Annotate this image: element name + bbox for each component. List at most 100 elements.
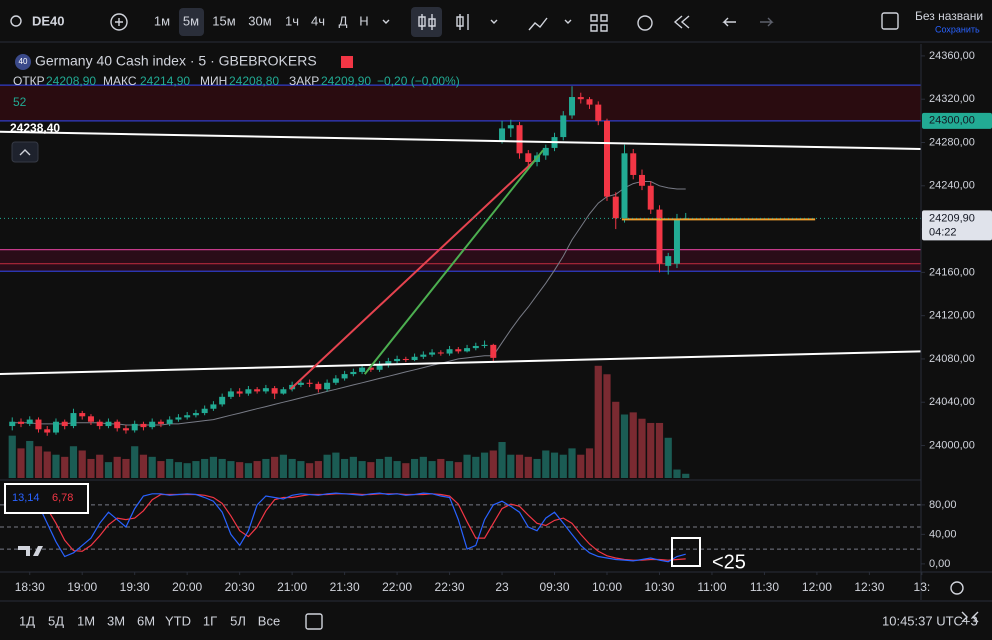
y-tick-label: 24320,00	[929, 93, 975, 105]
candle-body	[114, 421, 121, 429]
add-symbol-icon[interactable]	[110, 13, 128, 31]
candle-body	[604, 120, 611, 197]
candle-body	[673, 219, 680, 264]
candle-body	[612, 196, 619, 219]
candle-body	[35, 419, 42, 430]
settings-icon[interactable]	[950, 581, 964, 595]
zone	[0, 85, 921, 121]
volume-bar	[550, 452, 559, 478]
range-button[interactable]: 5Л	[230, 613, 246, 628]
volume-bar	[480, 452, 489, 478]
tv-logo[interactable]	[18, 546, 43, 556]
osc-d-value: 6,78	[52, 492, 73, 504]
volume-bar	[253, 461, 261, 478]
layout-checkbox[interactable]	[881, 12, 899, 30]
candle-body	[341, 374, 348, 379]
candle-body	[437, 352, 444, 354]
layout-icon[interactable]	[590, 14, 608, 32]
redo-icon[interactable]	[760, 17, 774, 27]
volume-bar	[139, 454, 148, 478]
candle-body	[394, 358, 401, 362]
volume-bar	[498, 442, 506, 478]
interval[interactable]: 30м	[248, 13, 271, 28]
candle-body	[17, 421, 24, 424]
range-button[interactable]: 1М	[77, 613, 95, 628]
interval[interactable]: 4ч	[311, 13, 325, 28]
range-button[interactable]: 3М	[107, 613, 125, 628]
volume-bar	[279, 454, 287, 478]
volume-bar	[682, 473, 690, 478]
layout-name[interactable]: Без названи	[915, 9, 983, 23]
collapse-button[interactable]	[11, 141, 39, 163]
range-button[interactable]: 1Г	[203, 613, 217, 628]
y-tick-label: 24040,00	[929, 396, 975, 408]
replay-icon[interactable]	[673, 15, 690, 29]
interval-active[interactable]	[179, 8, 204, 36]
y-tick-label: 24360,00	[929, 50, 975, 62]
candle-body	[157, 421, 164, 424]
volume-bar	[507, 454, 515, 478]
candle-body	[219, 396, 226, 405]
bars-icon[interactable]	[456, 14, 469, 30]
interval[interactable]: 1ч	[285, 13, 299, 28]
market-status[interactable]	[341, 56, 353, 68]
y-tick-label: 24160,00	[929, 266, 975, 278]
interval[interactable]: Н	[359, 13, 368, 28]
candles-icon	[418, 14, 436, 30]
interval[interactable]: 1м	[154, 13, 170, 28]
volume-bar	[306, 463, 314, 478]
interval-menu[interactable]	[382, 19, 390, 24]
x-tick-label: 09:30	[540, 580, 570, 594]
interval[interactable]: Д	[339, 13, 348, 28]
volume-bar	[375, 458, 384, 478]
expand-icon[interactable]	[961, 611, 979, 623]
zone	[0, 249, 921, 272]
calendar-icon[interactable]	[305, 613, 323, 630]
indicators-icon[interactable]	[528, 17, 548, 31]
candle-body	[359, 367, 366, 372]
trend-line	[289, 159, 536, 390]
range-button[interactable]: 1Д	[19, 613, 35, 628]
symbol[interactable]: DE40	[32, 13, 65, 28]
volume-bar	[34, 446, 43, 478]
candle-body	[271, 388, 278, 394]
annotation-box	[4, 483, 89, 514]
volume-bar	[577, 454, 585, 478]
collapse-icon	[19, 149, 31, 156]
chart-type-active[interactable]	[411, 7, 442, 37]
candle-body	[586, 99, 593, 105]
candle-body	[647, 185, 654, 210]
candle-body	[577, 97, 584, 100]
save-status[interactable]: Сохранить	[935, 24, 980, 34]
range-button[interactable]: Все	[258, 613, 280, 628]
chart-title[interactable]: Germany 40 Cash index · 5 · GBEBROKERS	[35, 53, 317, 69]
candle-body	[96, 421, 103, 427]
volume-bar	[43, 451, 51, 478]
x-tick-label: 11:30	[750, 580, 779, 594]
candle-body	[184, 415, 191, 418]
candle-body	[446, 349, 453, 354]
volume-bar	[96, 454, 104, 478]
range-button[interactable]: YTD	[165, 613, 191, 628]
y-tick-label: 24000,00	[929, 439, 975, 451]
candle-body	[245, 389, 252, 394]
candle-body	[149, 421, 156, 428]
range-button[interactable]: 5Д	[48, 613, 64, 628]
candle-body	[87, 416, 94, 422]
undo-icon[interactable]	[722, 17, 736, 27]
indicators-menu[interactable]	[564, 19, 572, 24]
interval[interactable]: 15м	[212, 13, 235, 28]
volume-bar	[227, 461, 235, 478]
volume-bar	[463, 454, 471, 478]
alert-icon[interactable]	[637, 15, 653, 31]
volume-bar	[271, 456, 279, 478]
interval[interactable]: 5м	[183, 13, 199, 28]
osc-tick-label: 40,00	[929, 528, 957, 540]
x-tick-label: 10:30	[644, 580, 674, 594]
candle-body	[140, 423, 147, 428]
candle-body	[44, 429, 51, 433]
moving-average	[12, 181, 686, 426]
range-button[interactable]: 6М	[137, 613, 155, 628]
type-menu[interactable]	[490, 19, 498, 24]
search-icon[interactable]	[10, 15, 22, 27]
